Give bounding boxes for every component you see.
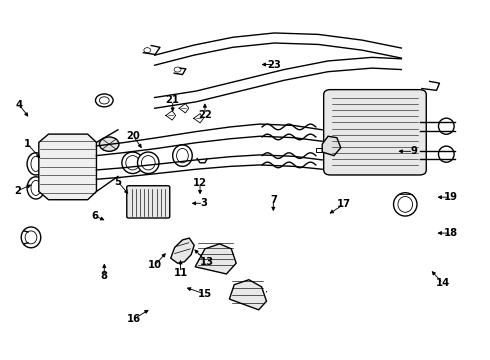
FancyBboxPatch shape [324,90,426,175]
Text: 20: 20 [127,131,141,141]
Polygon shape [322,136,341,156]
Ellipse shape [27,177,45,199]
FancyBboxPatch shape [127,186,170,218]
Text: 11: 11 [173,267,188,278]
Polygon shape [229,280,267,310]
Ellipse shape [393,193,417,216]
Text: 4: 4 [16,100,23,110]
Ellipse shape [27,153,45,175]
Text: 21: 21 [166,95,180,105]
Ellipse shape [21,227,41,248]
Bar [316,148,322,152]
Text: 6: 6 [91,211,98,221]
Text: 16: 16 [126,314,141,324]
Polygon shape [171,238,194,263]
Text: 2: 2 [14,186,21,196]
Text: 7: 7 [270,195,277,205]
Text: 1: 1 [24,139,31,149]
Text: 9: 9 [410,146,417,156]
Ellipse shape [122,152,144,174]
Text: 22: 22 [198,110,212,120]
Text: 15: 15 [198,289,212,299]
Ellipse shape [439,146,454,162]
Text: 18: 18 [444,228,458,238]
Ellipse shape [138,152,159,174]
Circle shape [99,137,119,151]
Text: 17: 17 [337,199,351,210]
Text: 10: 10 [147,260,162,270]
Text: 3: 3 [200,198,207,208]
Text: 23: 23 [268,59,281,69]
Text: 14: 14 [436,278,450,288]
Polygon shape [195,244,236,274]
Text: 13: 13 [200,257,214,267]
Ellipse shape [439,118,454,134]
Ellipse shape [172,145,192,166]
Circle shape [96,94,113,107]
Text: 5: 5 [115,177,122,187]
Text: 12: 12 [193,178,207,188]
Text: 8: 8 [101,271,108,281]
Polygon shape [39,134,97,200]
Text: 19: 19 [444,192,458,202]
